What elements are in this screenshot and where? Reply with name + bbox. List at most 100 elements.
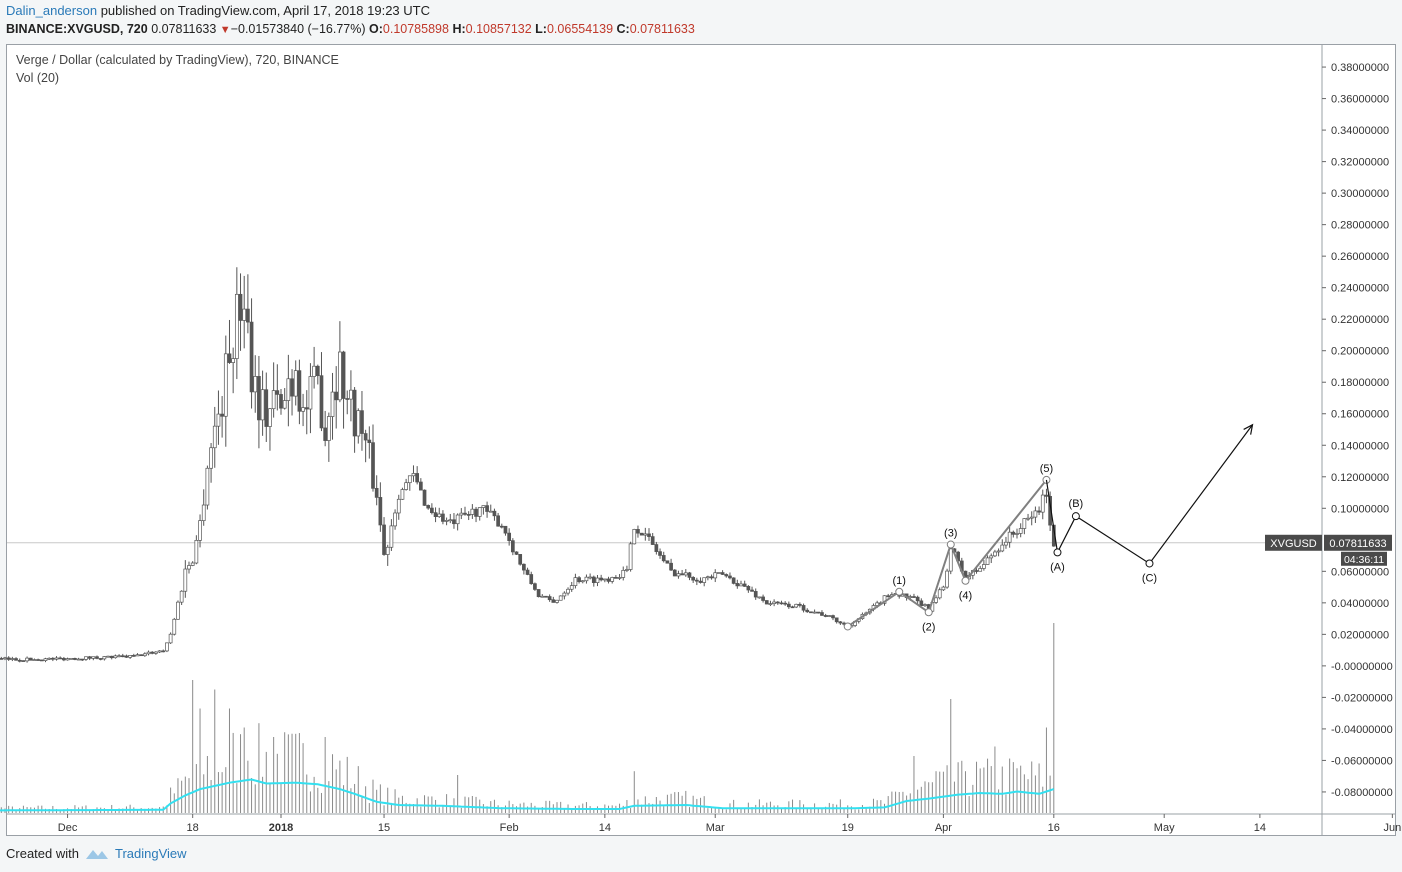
volume-bars <box>0 623 1055 813</box>
chart-frame[interactable] <box>6 44 1396 836</box>
candle-body <box>21 660 26 662</box>
candle-body <box>286 378 291 401</box>
y-tick-label: 0.14000000 <box>1331 440 1389 452</box>
candle-body <box>919 600 924 606</box>
candle-body <box>117 655 121 658</box>
candle-body <box>84 656 88 660</box>
candle-body <box>452 519 456 525</box>
candle-body <box>349 389 353 400</box>
candle-body <box>588 576 592 579</box>
candle-body <box>209 447 213 469</box>
wave-point <box>961 576 970 585</box>
candle-body <box>507 532 512 541</box>
candle-body <box>58 657 63 660</box>
x-tick-label: 2018 <box>269 822 293 834</box>
candle-body <box>694 579 699 582</box>
footer: Created with TradingView <box>6 846 187 861</box>
candle-body <box>201 504 206 521</box>
candle-body <box>698 580 703 583</box>
candle-body <box>437 513 442 517</box>
candle-body <box>470 508 475 515</box>
candle-body <box>124 655 129 658</box>
y-tick-label: 0.32000000 <box>1331 157 1389 169</box>
candle-body <box>525 569 530 575</box>
arrow-head-icon <box>1243 423 1254 435</box>
candle-body <box>293 370 298 397</box>
author-link[interactable]: Dalin_anderson <box>6 3 98 18</box>
candle-body <box>32 659 37 661</box>
candle-body <box>669 562 673 571</box>
candle-body <box>775 601 780 604</box>
candle-body <box>614 577 618 579</box>
symbol-tag: XVGUSD <box>1270 538 1317 550</box>
volume-legend: Vol (20) <box>16 71 60 85</box>
candle-body <box>69 657 74 660</box>
candle-body <box>985 557 990 565</box>
candle-body <box>385 546 390 555</box>
candle-body <box>621 569 626 578</box>
candle-body <box>315 365 320 377</box>
candle-body <box>404 482 408 490</box>
candle-body <box>463 512 467 515</box>
candle-body <box>360 410 364 434</box>
candle-body <box>212 425 217 449</box>
candle-body <box>772 601 776 604</box>
candle-body <box>573 577 578 586</box>
wave-point <box>924 608 933 617</box>
wave-label: (4) <box>959 590 972 602</box>
last-price: 0.07811633 <box>151 22 217 36</box>
candle-body <box>455 514 460 525</box>
countdown-tag-bg <box>1341 551 1387 566</box>
projection-label: (B) <box>1069 498 1084 510</box>
candle-body <box>176 601 180 620</box>
candle-body <box>334 391 339 401</box>
candle-body <box>680 573 684 576</box>
candle-body <box>731 577 736 584</box>
candle-body <box>389 525 394 548</box>
candle-body <box>481 505 486 508</box>
candle-body <box>820 612 824 616</box>
candle-body <box>441 513 445 522</box>
candle-body <box>831 615 835 619</box>
candle-body <box>665 560 670 564</box>
candle-body <box>205 467 210 506</box>
candle-body <box>448 519 453 522</box>
candle-body <box>120 655 125 658</box>
candle-body <box>268 408 272 427</box>
candle-body <box>14 658 18 661</box>
last-price-tag-bg <box>1324 534 1392 551</box>
ohlc-line: BINANCE:XVGUSD, 720 0.07811633 ▼−0.01573… <box>6 22 695 36</box>
candle-body <box>422 489 427 506</box>
candle-body <box>65 658 70 661</box>
last-price-tag: 0.07811633 <box>1329 538 1386 550</box>
candle-body <box>658 551 662 556</box>
candle-body <box>190 562 195 566</box>
candle-body <box>330 391 335 417</box>
candle-body <box>1037 510 1041 513</box>
candle-body <box>1040 494 1045 513</box>
projection-point <box>1053 548 1062 557</box>
candle-body <box>717 572 721 574</box>
candle-body <box>109 655 114 659</box>
candle-body <box>591 576 596 583</box>
candle-body <box>312 365 316 377</box>
candle-body <box>580 580 585 583</box>
candle-body <box>555 599 559 603</box>
y-tick-label: 0.26000000 <box>1331 251 1389 263</box>
candle-body <box>165 642 169 652</box>
candle-body <box>216 413 221 427</box>
candle-body <box>39 659 44 662</box>
y-tick-label: 0.02000000 <box>1331 629 1389 641</box>
candle-body <box>1044 494 1049 497</box>
candle-body <box>0 658 4 660</box>
y-tick-label: 0.06000000 <box>1331 566 1389 578</box>
y-tick-label: -0.06000000 <box>1331 755 1393 767</box>
wave-label: (1) <box>893 575 906 587</box>
high-label: H: <box>452 22 466 36</box>
x-tick-label: Dec <box>58 822 78 834</box>
candle-body <box>168 633 173 644</box>
candle-body <box>647 533 651 537</box>
candle-body <box>993 551 997 557</box>
tradingview-link[interactable]: TradingView <box>114 846 187 861</box>
